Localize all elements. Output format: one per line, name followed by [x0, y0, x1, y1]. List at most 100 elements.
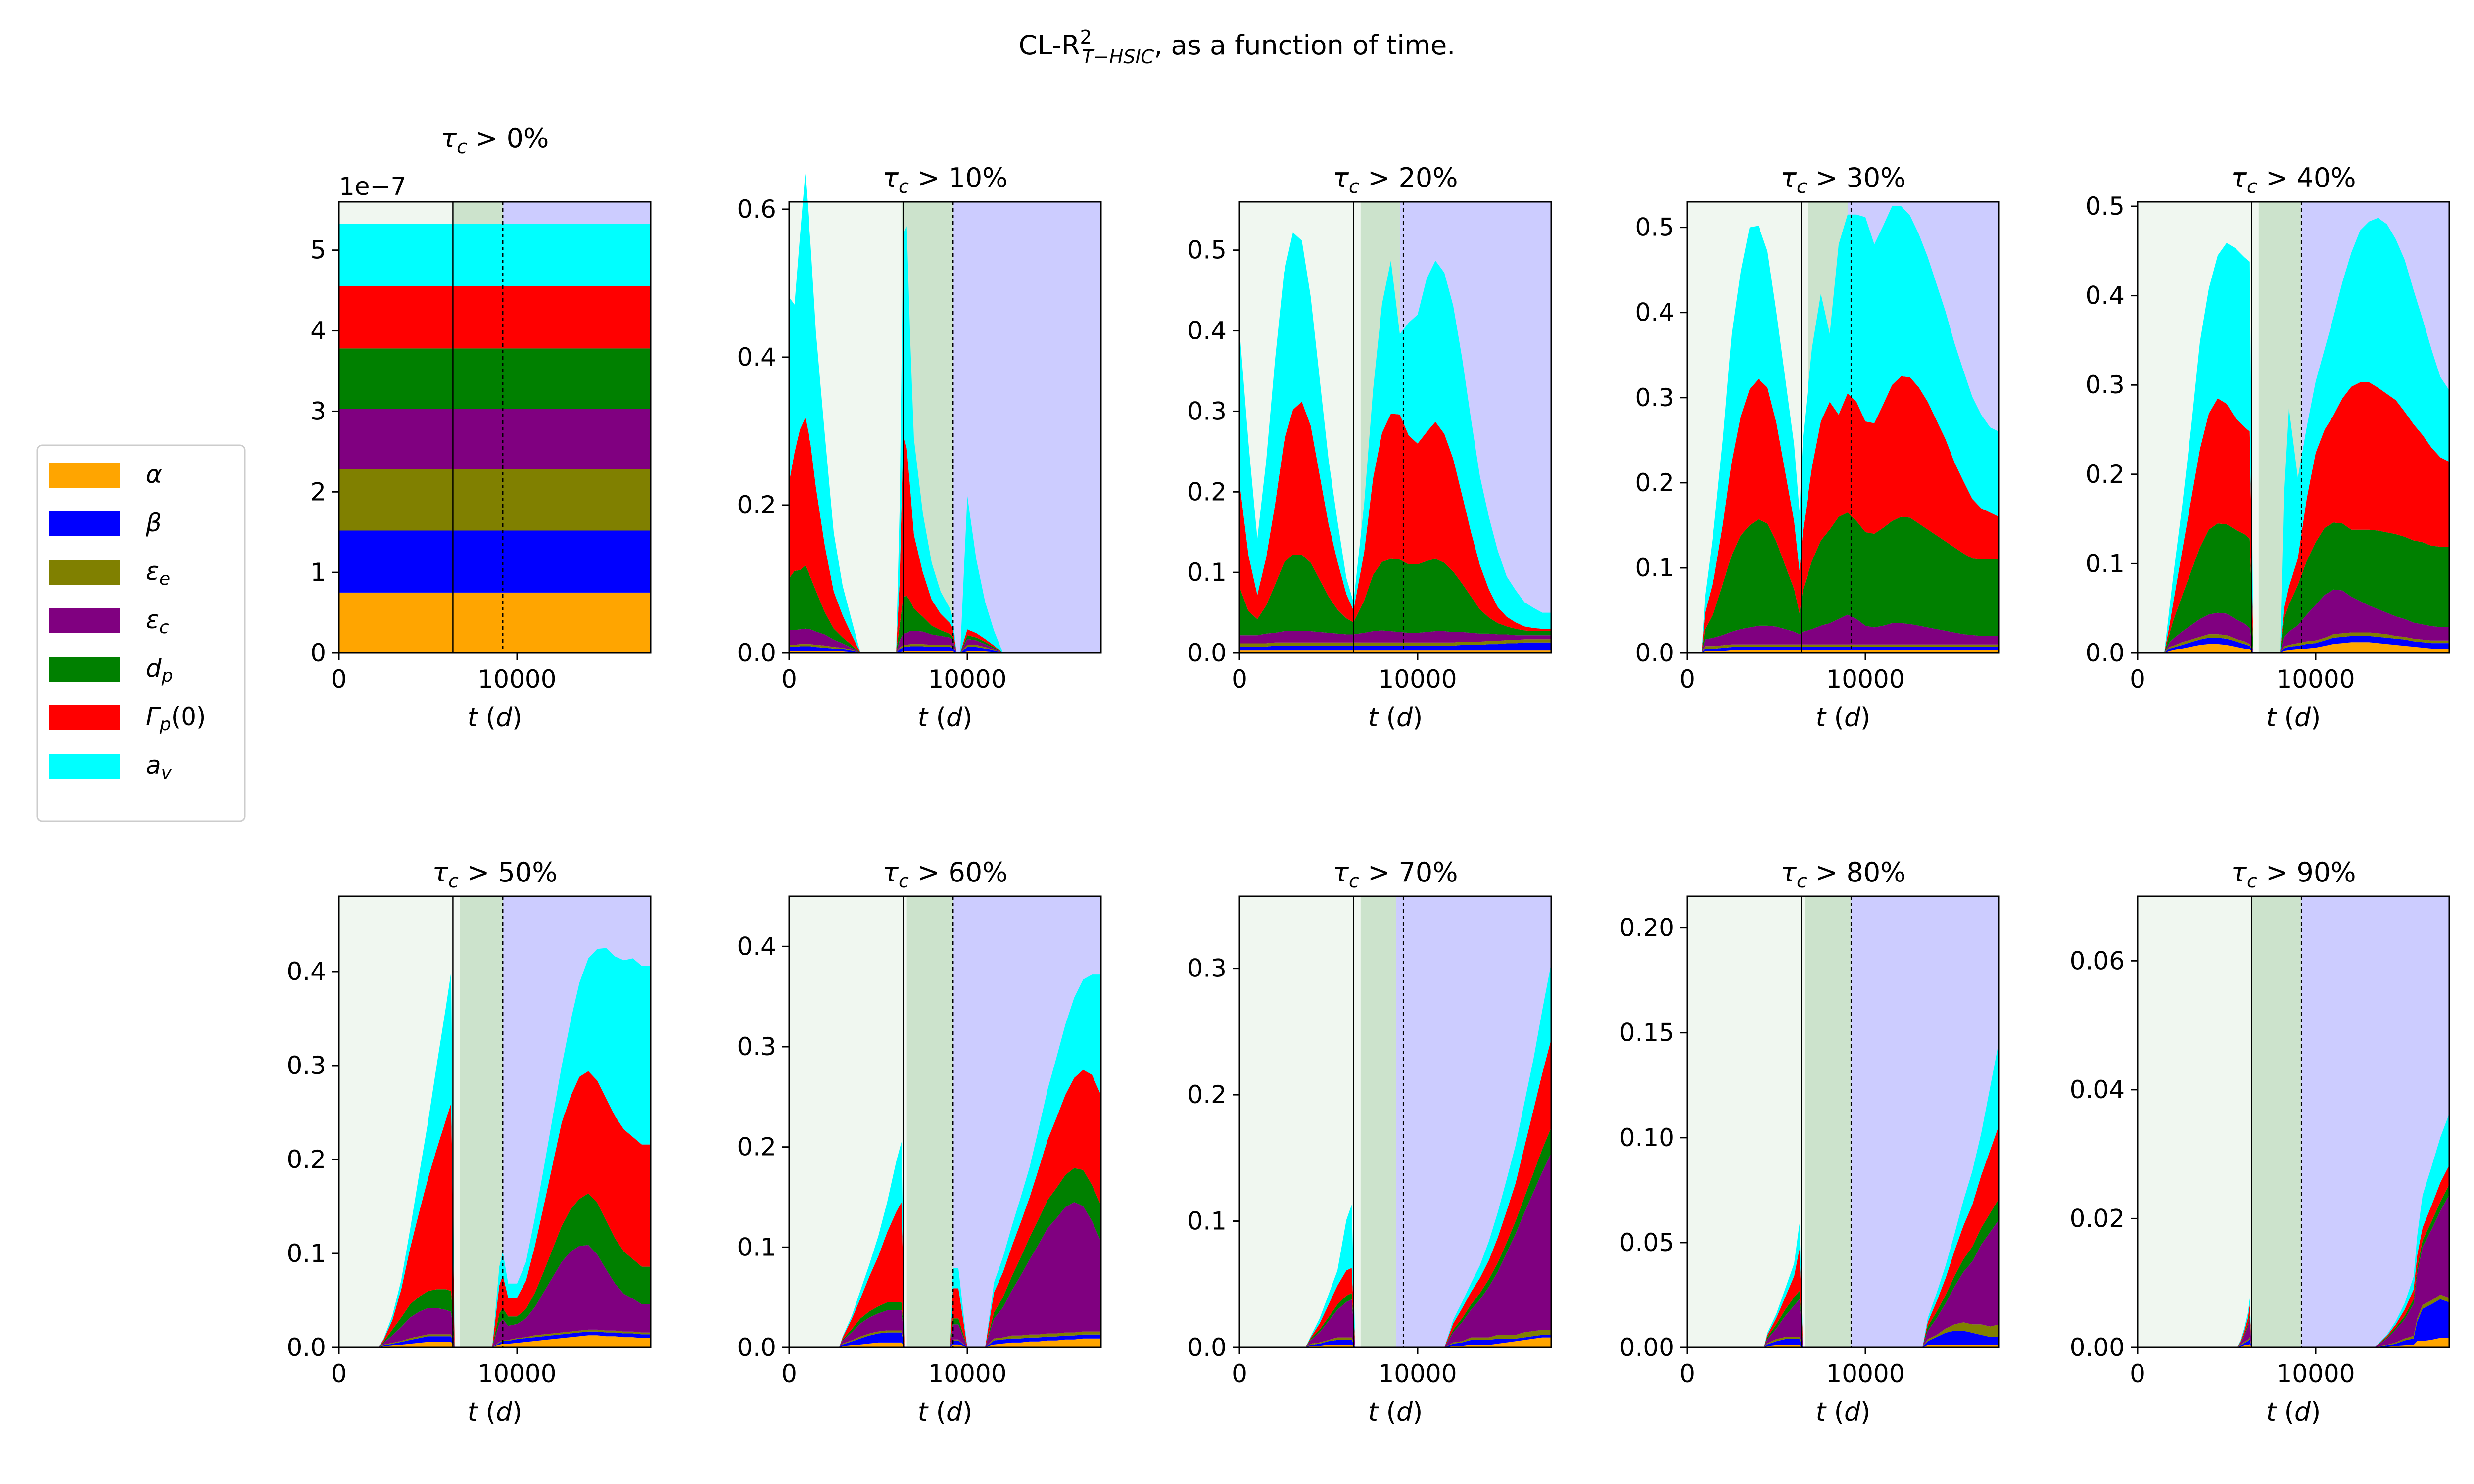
figure-title-sup: 2	[1080, 26, 1092, 48]
y-tick-label: 0.1	[1187, 1207, 1227, 1236]
legend-label-sub: c	[159, 617, 169, 638]
area-series	[1239, 555, 1551, 636]
subplot-title: τc > 0%	[441, 123, 549, 158]
area-series	[1687, 644, 1999, 653]
legend-label-main: β	[145, 509, 162, 537]
area-series	[339, 530, 651, 593]
legend-swatch	[49, 560, 120, 585]
subplot-0: 0 1 2 3 4 5 1e−7 0 10000 t (d) τc > 0%	[310, 123, 652, 733]
subplot-5: 0.0 0.1 0.2 0.3 0.4 0 10000 t (d) τc > 50%	[286, 857, 652, 1427]
x-axis-label: t (d)	[918, 703, 973, 733]
area-series	[1239, 1330, 1551, 1347]
legend-swatch	[49, 754, 120, 779]
legend-swatch	[49, 463, 120, 488]
y-tick-label: 0.5	[1635, 213, 1674, 242]
area-series	[1239, 1335, 1551, 1347]
y-tick-label: 0.20	[1619, 914, 1674, 942]
subplot-4: 0.0 0.1 0.2 0.3 0.4 0.5 0 10000 t (d) τc > 40%	[2085, 162, 2450, 733]
subplot-title: τc > 90%	[2231, 857, 2356, 892]
area-series	[339, 469, 651, 531]
y-tick-label: 2	[310, 477, 326, 506]
y-tick-label: 0.2	[1635, 468, 1674, 497]
legend-label-main: ε	[146, 557, 159, 586]
x-tick-label: 0	[1679, 1359, 1695, 1388]
x-axis-label: t (d)	[918, 1397, 973, 1427]
area-series	[2138, 382, 2449, 653]
y-tick-label: 0.3	[737, 1032, 776, 1061]
x-tick-label: 10000	[477, 1359, 556, 1388]
axes-frame	[788, 895, 1102, 1348]
y-tick-label: 0.2	[737, 491, 776, 519]
y-tick-label: 0.1	[2085, 549, 2125, 578]
y-tick-label: 0.4	[737, 932, 776, 961]
area-series	[339, 948, 651, 1347]
area-series	[339, 224, 651, 286]
y-tick-label: 0.05	[1619, 1228, 1674, 1257]
area-series	[339, 348, 651, 409]
region-2	[1805, 896, 1852, 1347]
legend-swatch	[49, 705, 120, 730]
area-series	[789, 1168, 1101, 1347]
region-2	[1360, 896, 1396, 1347]
y-tick-label: 0.04	[2070, 1075, 2125, 1104]
y-tick-label: 0.2	[1187, 1080, 1227, 1109]
y-tick-label: 0.2	[286, 1145, 326, 1174]
legend-label-main: d	[146, 654, 162, 683]
y-tick-label: 5	[310, 236, 326, 265]
area-series	[2138, 1338, 2449, 1347]
area-series	[1687, 614, 1999, 653]
y-tick-label: 0.0	[737, 1333, 776, 1362]
region-2	[460, 896, 503, 1347]
legend-label-main: α	[146, 460, 162, 489]
y-tick-label: 0.4	[286, 957, 326, 986]
subplot-title: τc > 30%	[1780, 162, 1905, 197]
y-tick-label: 0.1	[1635, 554, 1674, 582]
y-tick-label: 0.2	[2085, 460, 2125, 489]
y-tick-label: 0	[310, 639, 326, 667]
area-series	[1239, 642, 1551, 651]
area-series	[2138, 636, 2449, 653]
y-tick-label: 0.0	[1187, 639, 1227, 667]
y-tick-label: 0.0	[2085, 639, 2125, 667]
area-series	[339, 1245, 651, 1347]
y-tick-label: 0.3	[1635, 383, 1674, 412]
legend-label: Γp(0)	[146, 702, 206, 735]
y-tick-label: 0.1	[1187, 558, 1227, 587]
subplot-2: 0.0 0.1 0.2 0.3 0.4 0.5 0 10000 t (d) τc > 20%	[1187, 162, 1552, 733]
area-series	[789, 565, 1101, 653]
y-tick-label: 0.3	[1187, 954, 1227, 983]
axes-frame	[1686, 201, 2000, 654]
x-tick-label: 0	[1232, 1359, 1247, 1388]
x-tick-label: 0	[1679, 665, 1695, 694]
area-series	[339, 286, 651, 349]
y-tick-label: 0.6	[737, 195, 776, 224]
y-tick-label: 0.2	[1187, 477, 1227, 506]
region-1	[2138, 896, 2252, 1347]
x-tick-label: 10000	[1826, 665, 1904, 694]
region-2	[906, 896, 953, 1347]
legend-label: av	[146, 751, 172, 783]
subplot-6: 0.0 0.1 0.2 0.3 0.4 0 10000 t (d) τc > 60%	[737, 857, 1102, 1427]
y-tick-label: 0.3	[2085, 371, 2125, 399]
y-tick-label: 0.4	[1635, 298, 1674, 327]
panels: 0 1 2 3 4 5 1e−7 0 10000 t (d) τc > 0% 0.0 0.2 0.4 0.6…	[286, 123, 2450, 1427]
area-series	[339, 409, 651, 469]
figure-title-prefix: CL-R	[1019, 30, 1080, 61]
axes-frame	[338, 895, 652, 1348]
subplot-title: τc > 10%	[882, 162, 1007, 197]
y-tick-label: 0.1	[737, 1233, 776, 1261]
area-series	[2138, 522, 2449, 653]
y-tick-label: 0.15	[1619, 1019, 1674, 1047]
axes-frame	[338, 201, 652, 654]
subplot-title: τc > 20%	[1332, 162, 1458, 197]
subplot-title: τc > 50%	[432, 857, 557, 892]
area-series	[789, 1069, 1101, 1347]
legend-label-main: Γ	[146, 702, 162, 731]
area-series	[789, 644, 1101, 653]
y-tick-label: 0.5	[2085, 192, 2125, 221]
legend-label-main: ε	[146, 605, 159, 634]
legend-label-sub: p	[161, 666, 173, 686]
subplot-title: τc > 40%	[2231, 162, 2356, 197]
area-series	[339, 592, 651, 653]
legend-label: εc	[146, 605, 169, 638]
